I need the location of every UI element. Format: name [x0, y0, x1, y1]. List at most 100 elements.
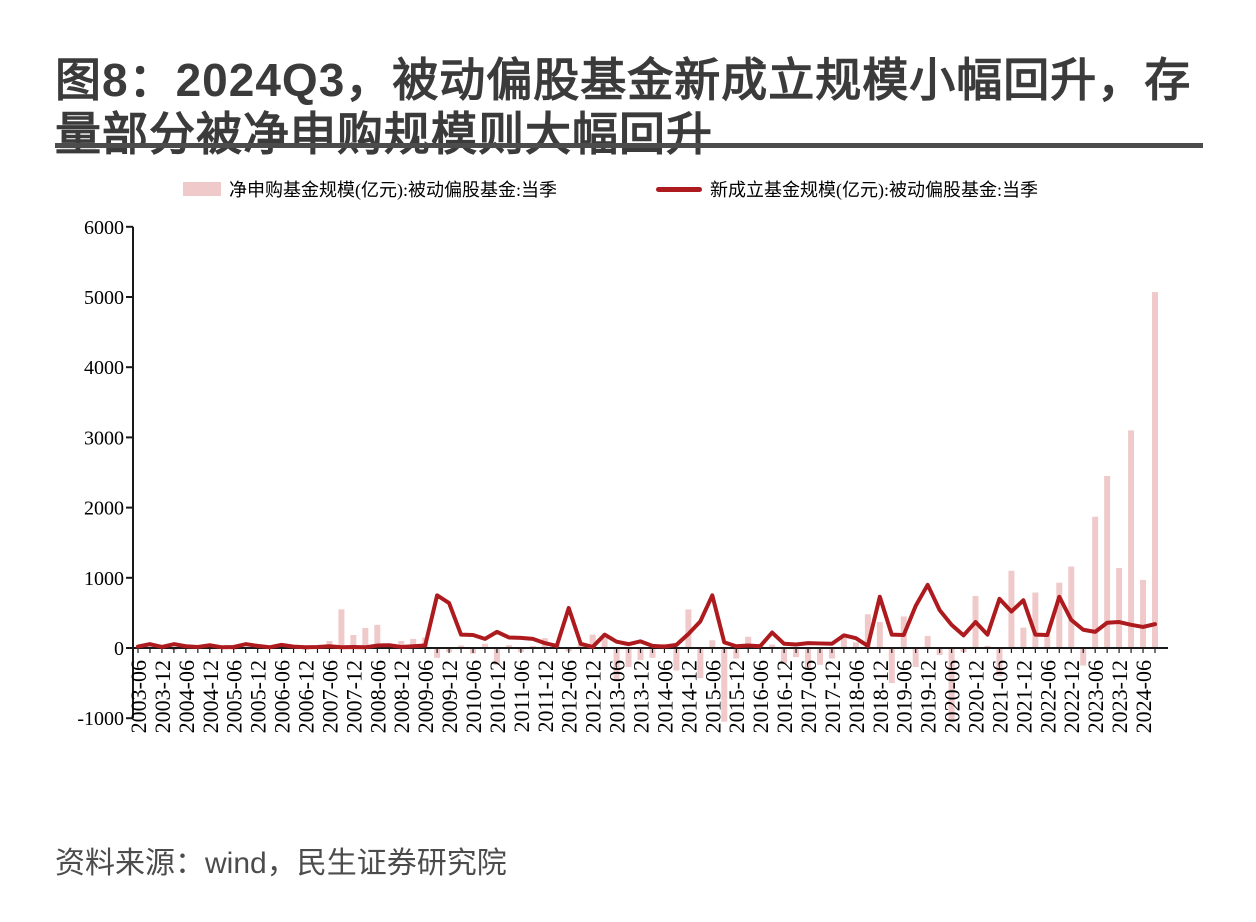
x-axis-labels: 2003-062003-122004-062004-122005-062005-…: [126, 660, 1156, 733]
line-series: [136, 582, 1157, 650]
legend-bar-swatch: [183, 182, 221, 196]
bar: [1056, 582, 1063, 648]
x-axis-label: 2023-12: [1107, 660, 1132, 733]
y-axis-label: 6000: [84, 217, 124, 239]
bar: [673, 648, 680, 671]
bar: [769, 644, 776, 648]
x-axis-label: 2007-06: [317, 660, 342, 733]
x-axis-label: 2005-12: [246, 660, 271, 733]
legend-item-net-subscription: 净申购基金规模(亿元):被动偏股基金:当季: [183, 176, 557, 202]
bar: [1104, 476, 1111, 648]
figure-title-line-1: 图8：2024Q3，被动偏股基金新成立规模小幅回升，存: [55, 53, 1192, 106]
bar: [350, 635, 357, 648]
bar: [505, 645, 512, 648]
x-axis-label: 2022-12: [1059, 660, 1084, 733]
bar: [1116, 567, 1123, 648]
bar: [852, 642, 859, 648]
x-axis-label: 2005-06: [222, 660, 247, 733]
y-axis-label: 5000: [84, 287, 124, 309]
x-axis-label: 2019-12: [916, 660, 941, 733]
bar: [876, 622, 883, 648]
bar: [888, 648, 895, 684]
x-ticks-group: [137, 648, 1156, 653]
x-axis-label: 2003-12: [150, 660, 175, 733]
bar: [625, 648, 632, 667]
bar: [781, 648, 788, 664]
bar: [1068, 566, 1075, 648]
bar: [1128, 430, 1135, 648]
bar: [984, 645, 991, 648]
bar: [1152, 292, 1158, 648]
bar: [805, 648, 812, 670]
x-axis-label: 2016-12: [772, 660, 797, 733]
x-axis-label: 2010-06: [461, 660, 486, 733]
bar: [637, 648, 644, 660]
bar: [398, 640, 405, 648]
x-axis-label: 2006-12: [294, 660, 319, 733]
figure-title-line-2: 量部分被净申购规模则大幅回升: [55, 108, 713, 161]
x-axis-label: 2014-06: [652, 660, 677, 733]
bar: [685, 609, 692, 648]
x-axis-label: 2024-06: [1131, 660, 1156, 733]
x-axis-label: 2016-06: [748, 660, 773, 733]
bar: [613, 648, 620, 680]
x-axis-label: 2014-12: [676, 660, 701, 733]
y-axis-labels: -1000 0 1000 2000 3000 4000 5000 6000: [77, 217, 124, 730]
x-axis-label: 2023-06: [1083, 660, 1108, 733]
bar: [912, 648, 919, 667]
x-axis-label: 2015-12: [724, 660, 749, 733]
bar: [410, 638, 417, 648]
bar: [840, 633, 847, 648]
x-axis-label: 2008-12: [389, 660, 414, 733]
y-axis-label: 1000: [84, 568, 124, 590]
x-axis-label: 2007-12: [341, 660, 366, 733]
bar: [458, 645, 465, 648]
bar: [601, 638, 608, 648]
figure-title: 图8：2024Q3，被动偏股基金新成立规模小幅回升，存 量部分被净申购规模则大幅…: [55, 53, 1205, 162]
title-divider: [55, 143, 1203, 148]
x-axis-label: 2019-06: [892, 660, 917, 733]
x-axis-label: 2004-06: [174, 660, 199, 733]
y-axis-label: -1000: [77, 708, 124, 730]
x-axis-label: 2010-12: [485, 660, 510, 733]
chart-legend: 净申购基金规模(亿元):被动偏股基金:当季 新成立基金规模(亿元):被动偏股基金…: [0, 176, 1256, 202]
x-axis-label: 2009-06: [413, 660, 438, 733]
bar: [577, 643, 584, 648]
x-axis-label: 2004-12: [198, 660, 223, 733]
bar: [697, 648, 704, 679]
bar: [745, 636, 752, 648]
x-axis-label: 2013-12: [629, 660, 654, 733]
x-axis-label: 2017-12: [820, 660, 845, 733]
bar: [948, 648, 955, 722]
x-axis-label: 2021-12: [1011, 660, 1036, 733]
y-axis-label: 3000: [84, 427, 124, 449]
source-note: 资料来源：wind，民生证券研究院: [55, 847, 507, 880]
legend-bar-label: 净申购基金规模(亿元):被动偏股基金:当季: [229, 180, 557, 200]
x-axis-label: 2012-06: [557, 660, 582, 733]
bar: [1044, 635, 1051, 648]
bar: [733, 648, 740, 659]
bar: [481, 643, 488, 648]
legend-line-label: 新成立基金规模(亿元):被动偏股基金:当季: [710, 180, 1038, 200]
bar: [529, 645, 536, 648]
bar: [1080, 648, 1087, 666]
x-axis-label: 2021-06: [987, 660, 1012, 733]
bar: [589, 634, 596, 648]
bar: [828, 648, 835, 659]
bar: [362, 627, 369, 648]
x-axis-label: 2018-12: [868, 660, 893, 733]
legend-item-new-fund: 新成立基金规模(亿元):被动偏股基金:当季: [656, 176, 1038, 202]
bar: [864, 614, 871, 648]
bar: [1092, 516, 1099, 648]
chart-plot-area: -1000 0 1000 2000 3000 4000 5000 6000 2003-06 200…: [0, 200, 1256, 860]
x-axis-label: 2012-12: [581, 660, 606, 733]
x-axis-label: 2013-06: [605, 660, 630, 733]
y-axis-label: 0: [114, 638, 124, 660]
bar: [709, 640, 716, 648]
bar: [374, 624, 381, 648]
x-axis-label: 2022-06: [1035, 660, 1060, 733]
y-axis-label: 2000: [84, 498, 124, 520]
x-axis-label: 2015-06: [700, 660, 725, 733]
bar: [924, 636, 931, 648]
x-axis-label: 2003-06: [126, 660, 151, 733]
